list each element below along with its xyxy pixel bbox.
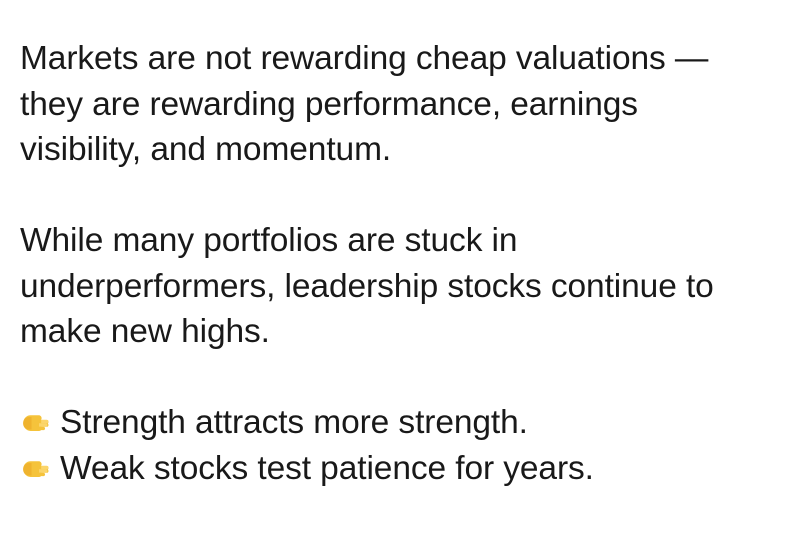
paragraph-2: While many portfolios are stuck in under… <box>20 222 714 350</box>
list-item-label: Strength attracts more strength. <box>60 404 528 441</box>
bullet-list: Strength attracts more strength. Weak st… <box>20 400 782 491</box>
paragraph-spacer-2 <box>20 355 782 401</box>
list-item-label: Weak stocks test patience for years. <box>60 449 594 487</box>
list-item: Weak stocks test patience for years. <box>20 446 782 492</box>
pointing-right-hand-icon <box>20 453 51 484</box>
paragraph-1: Markets are not rewarding cheap valuatio… <box>20 40 709 168</box>
list-item: Strength attracts more strength. <box>20 400 782 446</box>
pointing-right-hand-icon <box>20 407 51 438</box>
paragraph-spacer-1 <box>20 173 782 219</box>
